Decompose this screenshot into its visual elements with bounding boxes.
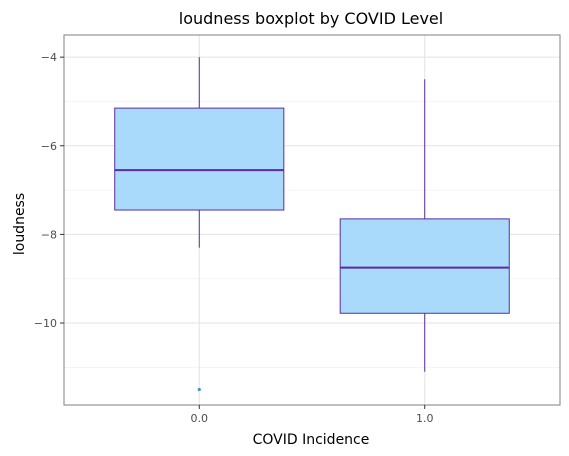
outlier-point <box>197 387 201 392</box>
y-axis-ticks: −10 −8 −6 −4 <box>34 51 64 330</box>
y-tick-label: −8 <box>41 228 57 241</box>
iqr-box <box>339 218 510 314</box>
y-axis-label: loudness <box>12 193 28 255</box>
box-0.0 <box>114 57 285 392</box>
x-axis-label: COVID Incidence <box>253 432 370 448</box>
box-1.0 <box>339 79 510 372</box>
x-tick-label: 0.0 <box>191 412 209 425</box>
x-tick-label: 1.0 <box>416 412 434 425</box>
y-tick-label: −4 <box>41 51 57 64</box>
y-tick-label: −6 <box>41 140 57 153</box>
y-tick-label: −10 <box>34 317 57 330</box>
x-axis-ticks: 0.0 1.0 <box>191 405 434 425</box>
iqr-box <box>114 107 285 211</box>
chart-title: loudness boxplot by COVID Level <box>179 9 443 28</box>
plot-panel-border <box>63 34 561 406</box>
boxes <box>114 57 510 392</box>
